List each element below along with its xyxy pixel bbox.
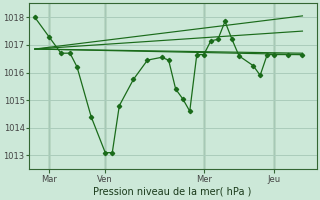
X-axis label: Pression niveau de la mer( hPa ): Pression niveau de la mer( hPa ): [93, 187, 252, 197]
